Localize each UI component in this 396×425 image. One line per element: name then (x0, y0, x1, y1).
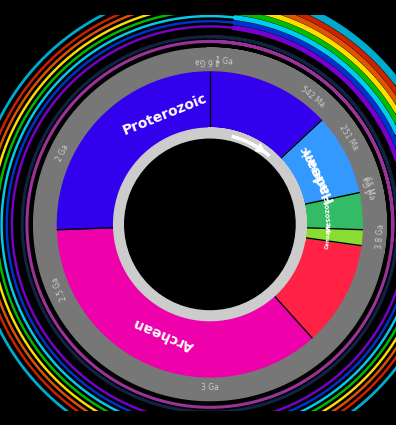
Polygon shape (210, 72, 362, 338)
Text: 4.6 Ga: 4.6 Ga (194, 56, 220, 65)
Text: 3 Ga: 3 Ga (201, 383, 219, 392)
Polygon shape (281, 120, 359, 204)
Text: 1 Ga: 1 Ga (215, 56, 233, 67)
Text: 4 Ga: 4 Ga (362, 175, 375, 195)
Polygon shape (114, 128, 306, 320)
Polygon shape (34, 48, 386, 401)
Text: Hadean: Hadean (299, 144, 337, 204)
Circle shape (125, 139, 295, 309)
Text: Paleozoic: Paleozoic (298, 144, 331, 194)
Text: Cenozoic: Cenozoic (325, 221, 332, 249)
Text: 2 Ga: 2 Ga (55, 143, 71, 163)
Polygon shape (57, 228, 312, 377)
Text: Mesozoic: Mesozoic (324, 196, 333, 232)
Polygon shape (305, 193, 362, 230)
Text: 65 Ma: 65 Ma (362, 175, 376, 200)
Text: Archean: Archean (131, 314, 196, 353)
Text: Proterozoic: Proterozoic (121, 91, 209, 138)
Text: 251 Ma: 251 Ma (337, 123, 360, 152)
Text: 3.8 Ga: 3.8 Ga (375, 224, 386, 249)
Polygon shape (306, 228, 362, 246)
Text: 2.5 Ga: 2.5 Ga (50, 275, 69, 302)
Polygon shape (57, 72, 322, 230)
Text: 542 Ma: 542 Ma (299, 85, 327, 110)
